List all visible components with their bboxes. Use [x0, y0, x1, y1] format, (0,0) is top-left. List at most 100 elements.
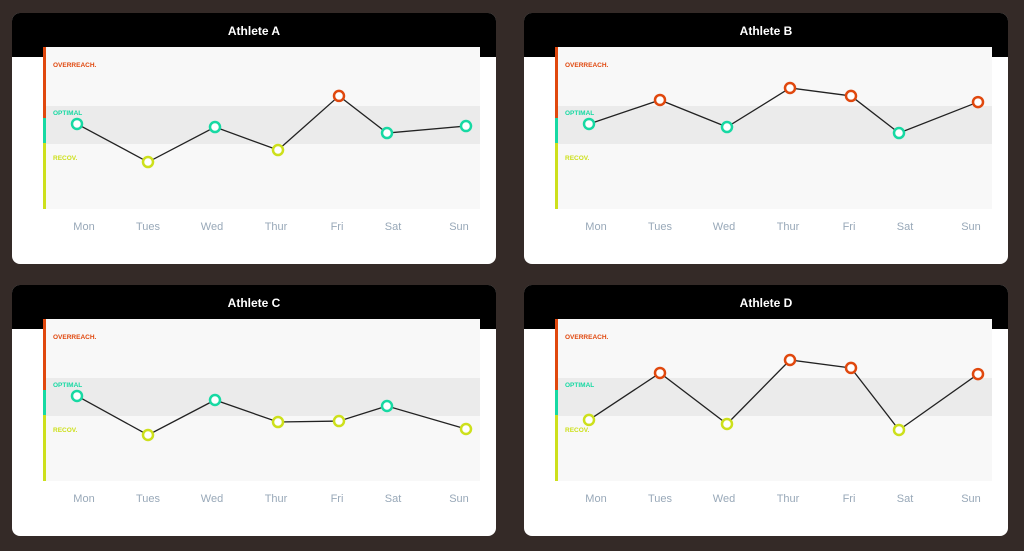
- plot-area: OVERREACH. OPTIMAL RECOV.: [43, 319, 480, 481]
- optimal-band: [43, 106, 480, 144]
- x-tick-label: Sat: [896, 221, 914, 233]
- x-tick-label: Sat: [384, 221, 402, 233]
- overreach-bar: [555, 47, 558, 118]
- x-tick-label: Sat: [384, 493, 402, 505]
- x-tick-label: Fri: [330, 221, 344, 233]
- x-tick-label: Tues: [647, 493, 673, 505]
- optimal-bar: [555, 390, 558, 415]
- plot-area: OVERREACH. OPTIMAL RECOV.: [555, 319, 992, 481]
- data-point[interactable]: [720, 120, 734, 134]
- x-tick-label: Mon: [73, 493, 95, 505]
- data-point[interactable]: [582, 413, 596, 427]
- zone-label-overreach: OVERREACH.: [53, 62, 97, 69]
- overreach-bar: [555, 319, 558, 390]
- data-point[interactable]: [459, 422, 473, 436]
- data-point[interactable]: [70, 389, 84, 403]
- recovery-bar: [555, 143, 558, 209]
- x-tick-label: Sun: [449, 221, 469, 233]
- data-point[interactable]: [720, 417, 734, 431]
- zone-label-optimal: OPTIMAL: [565, 382, 595, 389]
- data-point[interactable]: [892, 423, 906, 437]
- data-point[interactable]: [844, 361, 858, 375]
- optimal-band: [43, 378, 480, 416]
- x-tick-label: Tues: [135, 493, 161, 505]
- data-point[interactable]: [141, 155, 155, 169]
- data-point[interactable]: [844, 89, 858, 103]
- x-tick-label: Sun: [961, 493, 981, 505]
- x-tick-label: Thur: [264, 221, 288, 233]
- data-point[interactable]: [141, 428, 155, 442]
- zone-label-recovery: RECOV.: [565, 427, 590, 434]
- zone-label-optimal: OPTIMAL: [565, 110, 595, 117]
- x-tick-label: Fri: [842, 221, 856, 233]
- athlete-card: Athlete A OVERREACH. OPTIMAL RECOV. Mon T…: [12, 13, 496, 264]
- x-tick-label: Sun: [961, 221, 981, 233]
- x-tick-label: Tues: [135, 221, 161, 233]
- chart-title: Athlete C: [227, 296, 281, 310]
- data-point[interactable]: [271, 143, 285, 157]
- zone-label-overreach: OVERREACH.: [565, 62, 609, 69]
- data-point[interactable]: [582, 117, 596, 131]
- series-line: [588, 359, 979, 431]
- data-point[interactable]: [208, 120, 222, 134]
- athlete-card: Athlete C OVERREACH. OPTIMAL RECOV. Mon T…: [12, 285, 496, 536]
- data-point[interactable]: [380, 399, 394, 413]
- x-tick-label: Wed: [712, 493, 736, 505]
- zone-label-optimal: OPTIMAL: [53, 110, 83, 117]
- x-tick-label: Mon: [73, 221, 95, 233]
- data-point[interactable]: [332, 89, 346, 103]
- optimal-bar: [43, 118, 46, 143]
- x-tick-label: Wed: [200, 221, 224, 233]
- data-point[interactable]: [892, 126, 906, 140]
- x-tick-label: Fri: [330, 493, 344, 505]
- x-tick-label: Wed: [712, 221, 736, 233]
- recovery-bar: [555, 415, 558, 481]
- x-tick-label: Fri: [842, 493, 856, 505]
- x-tick-label: Sun: [449, 493, 469, 505]
- data-point[interactable]: [653, 366, 667, 380]
- overreach-bar: [43, 319, 46, 390]
- x-tick-label: Thur: [264, 493, 288, 505]
- data-point[interactable]: [332, 414, 346, 428]
- line-chart: [582, 353, 985, 437]
- recovery-bar: [43, 415, 46, 481]
- x-tick-label: Thur: [776, 493, 800, 505]
- athlete-card: Athlete D OVERREACH. OPTIMAL RECOV. Mon T…: [524, 285, 1008, 536]
- data-point[interactable]: [380, 126, 394, 140]
- x-tick-label: Mon: [585, 493, 607, 505]
- x-tick-label: Tues: [647, 221, 673, 233]
- zone-label-recovery: RECOV.: [53, 155, 78, 162]
- overreach-bar: [43, 47, 46, 118]
- chart-title: Athlete B: [739, 24, 793, 38]
- chart-title: Athlete A: [227, 24, 281, 38]
- series-line: [588, 87, 979, 134]
- x-tick-label: Thur: [776, 221, 800, 233]
- zone-label-optimal: OPTIMAL: [53, 382, 83, 389]
- recovery-bar: [43, 143, 46, 209]
- x-tick-label: Wed: [200, 493, 224, 505]
- athlete-card: Athlete B OVERREACH. OPTIMAL RECOV. Mon T…: [524, 13, 1008, 264]
- plot-area: OVERREACH. OPTIMAL RECOV.: [43, 47, 480, 209]
- optimal-bar: [555, 118, 558, 143]
- zone-label-overreach: OVERREACH.: [565, 334, 609, 341]
- data-point[interactable]: [653, 93, 667, 107]
- zone-label-overreach: OVERREACH.: [53, 334, 97, 341]
- x-tick-label: Mon: [585, 221, 607, 233]
- data-point[interactable]: [971, 367, 985, 381]
- line-chart: [582, 81, 985, 140]
- zone-label-recovery: RECOV.: [565, 155, 590, 162]
- optimal-band: [555, 378, 992, 416]
- zone-label-recovery: RECOV.: [53, 427, 78, 434]
- data-point[interactable]: [271, 415, 285, 429]
- plot-area: OVERREACH. OPTIMAL RECOV.: [555, 47, 992, 209]
- data-point[interactable]: [971, 95, 985, 109]
- chart-title: Athlete D: [739, 296, 793, 310]
- line-chart: [70, 389, 473, 442]
- x-tick-label: Sat: [896, 493, 914, 505]
- data-point[interactable]: [783, 81, 797, 95]
- series-line: [76, 395, 467, 436]
- data-point[interactable]: [208, 393, 222, 407]
- data-point[interactable]: [783, 353, 797, 367]
- data-point[interactable]: [459, 119, 473, 133]
- data-point[interactable]: [70, 117, 84, 131]
